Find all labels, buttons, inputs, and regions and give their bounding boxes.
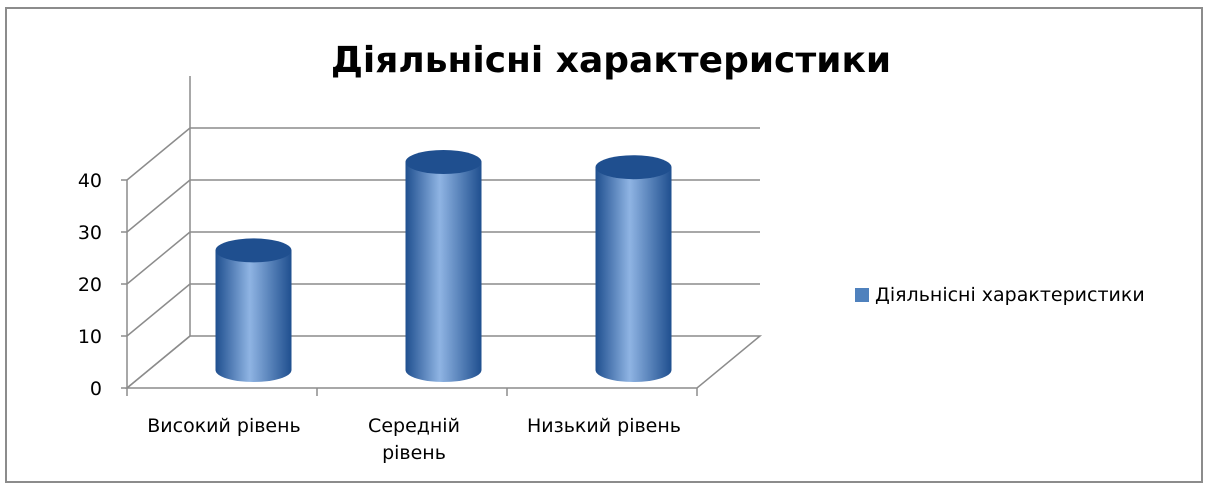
gridline-side bbox=[126, 179, 191, 233]
y-tick-label: 40 bbox=[78, 170, 102, 192]
bar-body bbox=[215, 250, 292, 382]
legend-label: Діяльнісні характеристики bbox=[875, 284, 1145, 306]
gridline-side bbox=[126, 283, 191, 337]
y-tick-label: 10 bbox=[78, 326, 102, 348]
y-tick-label: 30 bbox=[78, 222, 102, 244]
bar-cylinder bbox=[215, 238, 292, 382]
y-tick-label: 0 bbox=[90, 378, 102, 400]
bar-top bbox=[215, 238, 292, 263]
bar-cylinder bbox=[595, 155, 672, 382]
legend: Діяльнісні характеристики bbox=[855, 284, 1145, 306]
bar-body bbox=[405, 162, 482, 382]
labels-layer: 0 10 20 30 40 Високий рівень Середній рівень Низ… bbox=[78, 170, 681, 464]
chart-title: Діяльнісні характеристики bbox=[330, 40, 892, 81]
bars-layer bbox=[215, 150, 672, 382]
x-tick-label: Середній рівень bbox=[368, 415, 460, 464]
gridline-side bbox=[126, 127, 191, 181]
y-tick-label: 20 bbox=[78, 274, 102, 296]
x-tick-label: Високий рівень bbox=[147, 415, 301, 437]
legend-swatch bbox=[855, 288, 869, 302]
gridline-side bbox=[126, 231, 191, 285]
bar-body bbox=[595, 167, 672, 382]
bar-top bbox=[405, 150, 482, 174]
bar-cylinder bbox=[405, 150, 482, 382]
bar-top bbox=[595, 155, 672, 180]
x-tick-label: Низький рівень bbox=[527, 415, 681, 437]
